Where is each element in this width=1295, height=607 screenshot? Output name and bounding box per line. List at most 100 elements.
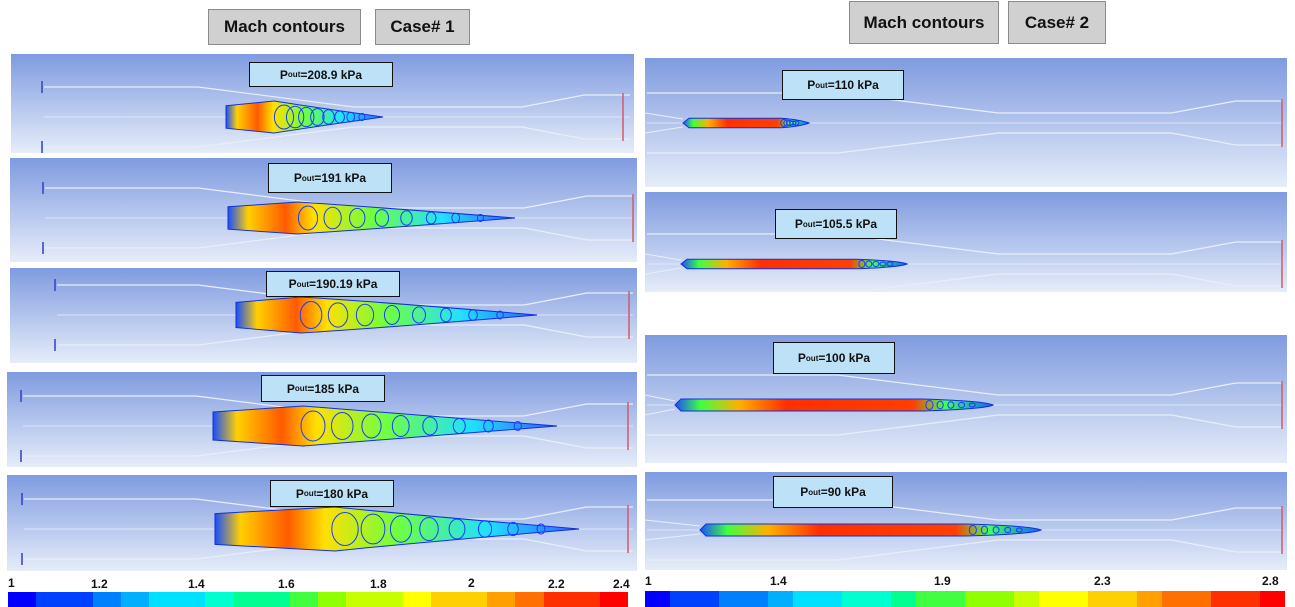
case1-case-button[interactable]: Case# 1	[375, 9, 470, 45]
case1-title-button[interactable]: Mach contours	[208, 9, 361, 45]
shock-cell	[331, 512, 359, 546]
colorbar-swatch	[1014, 591, 1039, 607]
case2-colorbar-tick: 1.9	[934, 574, 951, 588]
nozzle-wall-bottom	[645, 267, 682, 275]
shock-cell	[936, 400, 944, 410]
channel-wall-top	[57, 284, 633, 306]
label-sub: out	[808, 487, 821, 497]
colorbar-swatch	[205, 592, 234, 607]
case2-contour-image-1	[645, 58, 1287, 187]
case1-colorbar-tick: 2	[468, 576, 475, 590]
colorbar-swatch	[233, 592, 262, 607]
shock-cell	[297, 205, 319, 231]
colorbar-swatch	[402, 592, 431, 607]
shock-cell	[886, 261, 894, 267]
case1-colorbar-tick: 1.4	[188, 577, 205, 591]
label-value: =110 kPa	[827, 78, 879, 92]
colorbar-swatch	[694, 591, 719, 607]
supersonic-jet	[214, 506, 580, 552]
colorbar-swatch	[487, 592, 516, 607]
label-prefix: P	[797, 351, 806, 365]
shock-cell	[391, 415, 410, 437]
shock-cell	[925, 400, 934, 410]
channel-wall-top	[647, 374, 1283, 396]
shock-cell	[792, 120, 800, 126]
colorbar-swatch	[64, 592, 93, 607]
case2-colorbar-tick: 2.8	[1262, 574, 1279, 588]
case2-colorbar-tick: 1	[645, 574, 652, 588]
label-prefix: P	[800, 485, 809, 499]
shock-cell	[355, 303, 375, 327]
label-prefix: P	[288, 277, 297, 291]
nozzle-wall-top	[645, 253, 682, 261]
shock-cell	[334, 110, 345, 124]
colorbar-swatch	[1038, 591, 1064, 607]
case2-case-button[interactable]: Case# 2	[1008, 1, 1106, 44]
label-value: =90 kPa	[820, 485, 866, 499]
case1-mach-colorbar	[8, 592, 629, 607]
label-sub: out	[815, 80, 828, 90]
shock-cell	[425, 211, 437, 225]
shock-cell	[865, 260, 873, 268]
colorbar-swatch	[1137, 591, 1162, 607]
colorbar-swatch	[261, 592, 290, 607]
colorbar-swatch	[817, 591, 842, 607]
colorbar-swatch	[1112, 591, 1138, 607]
shock-cell	[992, 526, 1000, 534]
colorbar-swatch	[430, 592, 459, 607]
colorbar-swatch	[374, 592, 403, 607]
colorbar-swatch	[148, 592, 178, 607]
label-sub: out	[296, 279, 310, 289]
colorbar-swatch	[599, 592, 629, 607]
label-sub: out	[287, 70, 301, 79]
shock-cell	[879, 261, 887, 267]
shock-cell	[360, 513, 386, 545]
case1-colorbar-tick: 1.2	[91, 577, 108, 591]
label-value: =191 kPa	[314, 171, 367, 185]
colorbar-swatch	[743, 591, 769, 607]
label-sub: out	[301, 173, 315, 183]
colorbar-swatch	[318, 592, 347, 607]
label-prefix: P	[807, 78, 816, 92]
label-value: =180 kPa	[316, 486, 369, 501]
label-sub: out	[805, 353, 819, 363]
label-prefix: P	[279, 67, 288, 82]
colorbar-swatch	[989, 591, 1015, 607]
colorbar-swatch	[177, 592, 206, 607]
nozzle-wall-top	[645, 394, 676, 402]
shock-cell	[298, 106, 315, 128]
shock-cell	[389, 515, 413, 543]
shock-cell	[789, 120, 797, 126]
nozzle-wall-bottom	[645, 533, 701, 541]
shock-cell	[513, 421, 522, 431]
shock-cell	[349, 207, 366, 229]
case2-contour-image-4	[645, 472, 1287, 570]
case2-title-button[interactable]: Mach contours	[849, 1, 999, 44]
channel-wall-top	[45, 187, 633, 209]
colorbar-swatch	[8, 592, 37, 607]
shock-cell	[422, 416, 438, 436]
colorbar-swatch	[346, 592, 375, 607]
shock-cell	[858, 259, 866, 269]
case2-colorbar-tick: 2.3	[1094, 574, 1111, 588]
shock-cell	[412, 306, 426, 324]
colorbar-swatch	[571, 592, 600, 607]
nozzle-wall-top	[645, 112, 684, 120]
shock-cell	[468, 309, 478, 321]
channel-wall-bottom	[647, 539, 1283, 561]
shock-cell	[322, 109, 335, 125]
supersonic-jet	[682, 117, 811, 129]
label-value: =100 kPa	[818, 351, 871, 365]
shock-cell	[374, 209, 390, 227]
channel-wall-bottom	[44, 126, 630, 148]
channel-wall-top	[44, 86, 630, 108]
